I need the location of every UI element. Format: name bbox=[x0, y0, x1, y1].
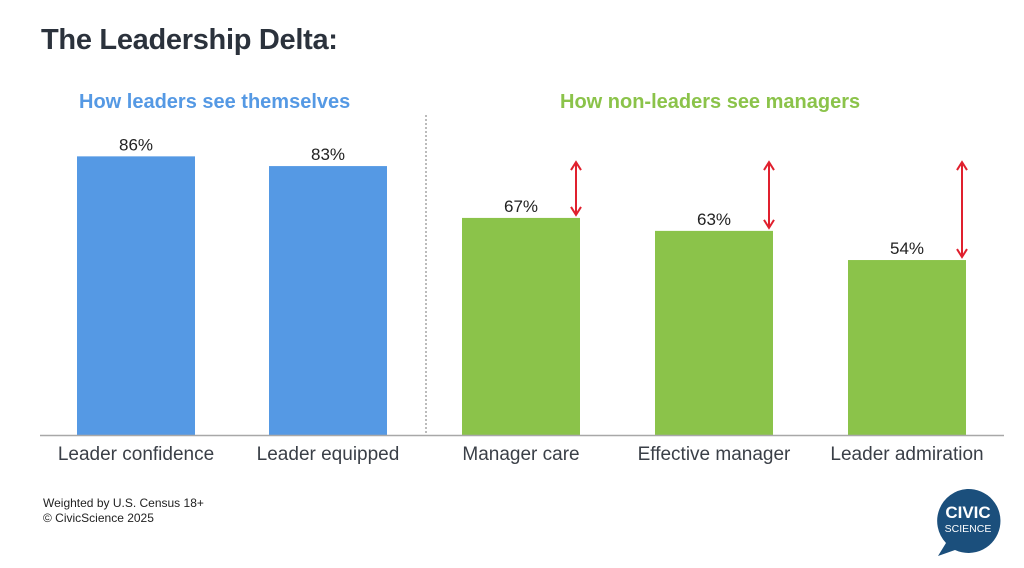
delta-arrow-head-down bbox=[956, 248, 968, 259]
x-tick-label: Manager care bbox=[462, 444, 579, 465]
bar-leader-equipped bbox=[269, 166, 387, 435]
delta-arrow-head-up bbox=[956, 160, 968, 171]
bar-effective-manager bbox=[655, 230, 773, 435]
data-label: 63% bbox=[697, 210, 731, 229]
delta-arrow-head-up bbox=[763, 160, 775, 171]
logo-text-civic: CIVIC bbox=[945, 503, 990, 522]
bar-leader-admiration bbox=[848, 260, 966, 435]
data-label: 54% bbox=[890, 239, 924, 258]
footer: Weighted by U.S. Census 18+ © CivicScien… bbox=[43, 496, 204, 526]
footer-copyright: © CivicScience 2025 bbox=[43, 511, 154, 525]
civicscience-logo: CIVIC SCIENCE bbox=[937, 488, 1001, 556]
x-tick-label: Leader admiration bbox=[830, 444, 983, 465]
data-label: 86% bbox=[119, 135, 153, 154]
speech-bubble-icon bbox=[937, 488, 1001, 556]
bar-leader-confidence bbox=[77, 156, 195, 436]
delta-arrow-head-down bbox=[570, 206, 582, 217]
group-title-non-leaders: How non-leaders see managers bbox=[560, 91, 861, 113]
logo-text-science: SCIENCE bbox=[945, 523, 992, 535]
footer-weighting-note: Weighted by U.S. Census 18+ bbox=[43, 496, 204, 510]
chart-title: The Leadership Delta: bbox=[41, 24, 338, 56]
x-tick-label: Effective manager bbox=[638, 444, 791, 465]
bar-manager-care bbox=[462, 217, 580, 435]
data-label: 67% bbox=[504, 197, 538, 216]
delta-arrow-head-up bbox=[570, 160, 582, 171]
x-tick-label: Leader equipped bbox=[257, 444, 400, 465]
delta-arrow-head-down bbox=[763, 219, 775, 230]
group-title-leaders: How leaders see themselves bbox=[79, 91, 351, 113]
data-label: 83% bbox=[311, 145, 345, 164]
x-tick-label: Leader confidence bbox=[58, 444, 214, 465]
